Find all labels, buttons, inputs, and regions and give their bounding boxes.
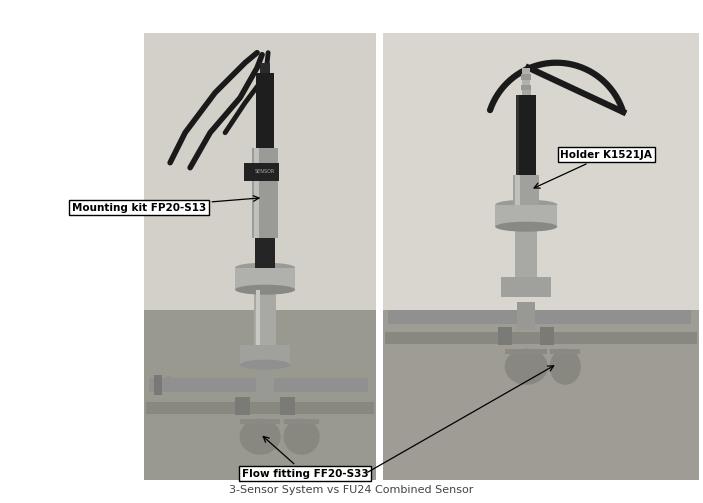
Bar bbox=[522, 79, 530, 85]
Ellipse shape bbox=[235, 285, 295, 295]
Bar bbox=[244, 162, 279, 181]
Ellipse shape bbox=[550, 349, 580, 384]
Bar bbox=[235, 268, 295, 290]
Bar bbox=[166, 376, 171, 382]
Bar bbox=[144, 33, 376, 480]
Text: Flow fitting FF20-S33: Flow fitting FF20-S33 bbox=[242, 437, 368, 479]
Bar bbox=[284, 418, 319, 424]
Bar bbox=[144, 33, 376, 310]
Bar bbox=[385, 331, 697, 344]
Bar bbox=[541, 326, 554, 345]
Bar bbox=[522, 68, 530, 74]
Bar bbox=[154, 375, 162, 395]
Bar bbox=[522, 85, 531, 90]
Ellipse shape bbox=[496, 222, 557, 232]
Bar bbox=[235, 397, 250, 414]
Bar bbox=[274, 378, 368, 392]
Bar bbox=[550, 349, 580, 354]
Bar bbox=[383, 310, 699, 480]
Bar bbox=[256, 370, 274, 400]
Bar bbox=[505, 349, 548, 354]
Bar bbox=[516, 95, 536, 175]
Bar bbox=[383, 33, 699, 480]
Bar bbox=[535, 310, 692, 324]
Bar bbox=[254, 290, 276, 345]
Bar bbox=[149, 378, 256, 392]
Bar bbox=[517, 302, 535, 329]
Bar bbox=[383, 33, 699, 310]
Text: Mounting kit FP20-S13: Mounting kit FP20-S13 bbox=[72, 196, 259, 213]
Ellipse shape bbox=[496, 200, 557, 210]
Ellipse shape bbox=[235, 263, 295, 273]
Bar bbox=[498, 326, 512, 345]
Ellipse shape bbox=[284, 419, 319, 454]
Bar bbox=[388, 310, 517, 324]
Bar bbox=[240, 345, 290, 365]
Bar bbox=[256, 73, 274, 148]
Bar bbox=[515, 227, 537, 277]
Text: SENSOR: SENSOR bbox=[255, 169, 276, 174]
Bar bbox=[240, 418, 280, 424]
Text: 3-Sensor System vs FU24 Combined Sensor: 3-Sensor System vs FU24 Combined Sensor bbox=[229, 485, 474, 495]
Ellipse shape bbox=[240, 360, 290, 370]
Bar bbox=[252, 148, 278, 238]
Bar bbox=[255, 238, 275, 268]
Bar bbox=[144, 310, 376, 480]
Bar bbox=[522, 90, 531, 95]
Bar bbox=[522, 74, 531, 79]
Ellipse shape bbox=[240, 419, 280, 454]
Bar bbox=[256, 290, 260, 345]
Bar bbox=[254, 148, 259, 238]
Bar bbox=[146, 402, 374, 413]
Bar bbox=[515, 175, 520, 205]
Bar bbox=[496, 205, 557, 227]
Bar bbox=[166, 384, 171, 390]
Bar bbox=[516, 95, 520, 175]
Bar bbox=[376, 33, 383, 480]
Bar bbox=[260, 63, 270, 73]
Bar bbox=[513, 175, 539, 205]
Text: Holder K1521JA: Holder K1521JA bbox=[534, 150, 652, 188]
Ellipse shape bbox=[505, 349, 548, 384]
Bar bbox=[501, 277, 551, 297]
Bar bbox=[280, 397, 295, 414]
